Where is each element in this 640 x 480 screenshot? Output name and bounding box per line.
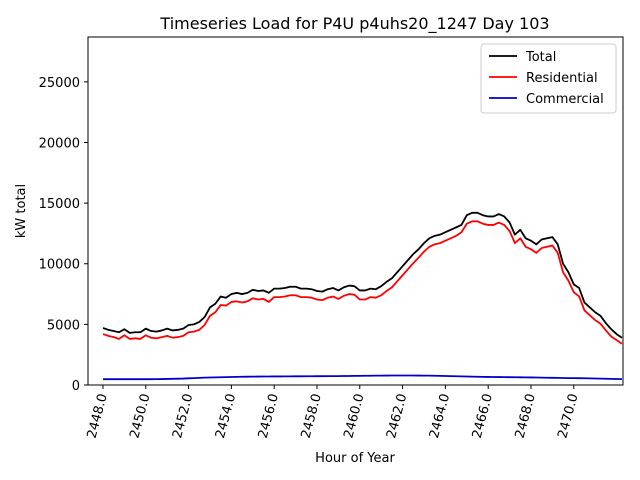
series-line-commercial xyxy=(102,374,622,381)
y-tick-label: 0 xyxy=(72,379,80,394)
y-tick-label: 25000 xyxy=(39,76,80,91)
legend-box xyxy=(480,43,617,114)
legend-items: Total Residential Commercial xyxy=(489,50,604,107)
legend-label-total: Total xyxy=(525,50,556,65)
y-axis: 0 5000 10000 15000 20000 25000 xyxy=(39,76,88,394)
legend: Total Residential Commercial xyxy=(480,43,617,114)
y-axis-label: kW total xyxy=(14,184,29,238)
y-tick-label: 10000 xyxy=(39,258,80,273)
series-line-total xyxy=(102,211,623,339)
x-axis-label: Hour of Year xyxy=(315,451,395,466)
plot-frame xyxy=(87,36,624,386)
series-line-residential xyxy=(102,220,623,345)
y-tick-label: 5000 xyxy=(47,318,80,333)
chart-title: Timeseries Load for P4U p4uhs20_1247 Day… xyxy=(159,14,549,34)
series-layer xyxy=(102,211,623,381)
y-tick-label: 15000 xyxy=(39,197,80,212)
legend-label-commercial: Commercial xyxy=(526,92,604,107)
legend-label-residential: Residential xyxy=(526,71,598,86)
y-tick-label: 20000 xyxy=(39,136,80,151)
